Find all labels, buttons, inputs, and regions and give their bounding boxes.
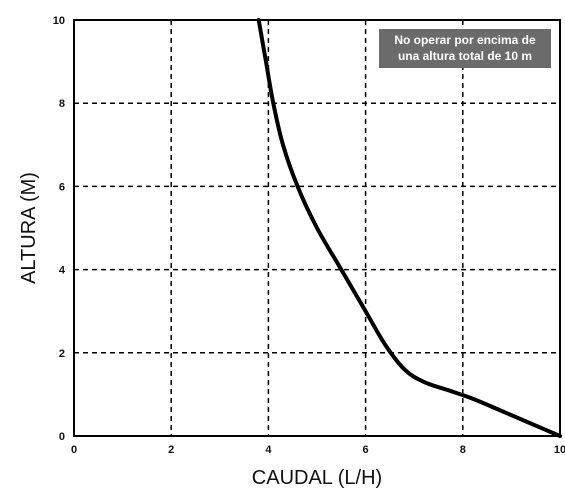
annotation-line-2: una altura total de 10 m [398,49,532,63]
y-tick-label: 2 [59,348,65,360]
x-tick-labels: 0 2 4 6 8 10 [71,444,565,456]
y-tick-label: 4 [59,265,66,277]
y-tick-label: 10 [53,15,65,27]
x-tick-label: 8 [460,444,466,456]
annotation-line-1: No operar por encima de [394,33,536,47]
x-tick-label: 2 [168,444,174,456]
annotation-box: No operar por encima de una altura total… [379,29,551,68]
annotation-background [379,29,551,68]
x-tick-label: 0 [71,444,77,456]
y-tick-label: 8 [59,98,65,110]
y-tick-label: 0 [59,431,65,443]
x-axis-label: CAUDAL (L/H) [252,467,382,489]
x-tick-label: 10 [554,444,565,456]
y-tick-labels: 0 2 4 6 8 10 [53,15,66,443]
performance-curve [256,18,562,438]
grid [74,20,560,436]
plot-frame [73,19,561,437]
y-tick-label: 6 [59,181,65,193]
x-tick-label: 4 [265,444,272,456]
y-axis-label: ALTURA (M) [18,172,40,284]
x-tick-label: 6 [363,444,369,456]
